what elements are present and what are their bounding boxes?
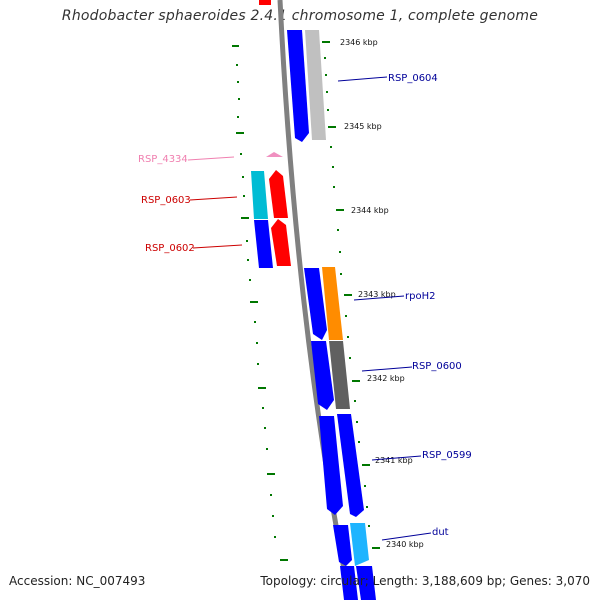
- gene-pink-rsp4334[interactable]: [266, 152, 283, 157]
- gene-red-rsp0602[interactable]: [271, 219, 291, 266]
- label-rsp0604[interactable]: RSP_0604: [388, 73, 438, 84]
- kbp-label-2342: 2342 kbp: [367, 374, 405, 383]
- gene-blue-rsp0599[interactable]: [337, 414, 364, 517]
- gene-blue-bottom-b[interactable]: [356, 566, 376, 600]
- map-title: Rhodobacter sphaeroides 2.4.1 chromosome…: [61, 8, 539, 24]
- kbp-label-2341: 2341 kbp: [375, 456, 413, 465]
- kbp-label-2343: 2343 kbp: [358, 290, 396, 299]
- gene-blue-bottom-a[interactable]: [340, 566, 358, 600]
- label-rsp0603[interactable]: RSP_0603: [141, 195, 191, 206]
- label-dut[interactable]: dut: [432, 527, 449, 538]
- kbp-label-2346: 2346 kbp: [340, 38, 378, 47]
- gene-cyan-rsp0603[interactable]: [251, 171, 268, 219]
- gene-blue-2341a[interactable]: [319, 416, 343, 515]
- kbp-label-2340: 2340 kbp: [386, 540, 424, 549]
- label-rpoh2[interactable]: rpoH2: [405, 291, 435, 302]
- label-rsp4334[interactable]: RSP_4334: [138, 154, 188, 165]
- label-leaders: [187, 76, 432, 541]
- accession-text: Accession: NC_007493: [9, 574, 146, 588]
- gene-blue-2340a[interactable]: [333, 525, 352, 566]
- genome-stats-text: Topology: circular; Length: 3,188,609 bp…: [260, 574, 590, 588]
- label-rsp0600[interactable]: RSP_0600: [412, 361, 462, 372]
- outer-ticks: [322, 41, 380, 549]
- kbp-label-2344: 2344 kbp: [351, 206, 389, 215]
- gene-blue-2343a[interactable]: [304, 268, 327, 340]
- gene-red-top[interactable]: [259, 0, 271, 5]
- inner-ticks: [232, 45, 288, 561]
- kbp-label-2345: 2345 kbp: [344, 122, 382, 131]
- chromosome-backbone: [277, 0, 353, 600]
- gene-blue-rsp0602[interactable]: [254, 220, 273, 268]
- gene-dkgrey-rsp0600[interactable]: [329, 341, 350, 409]
- gene-blue-2342[interactable]: [311, 341, 334, 410]
- gene-lightblue-dut[interactable]: [350, 523, 369, 566]
- gene-orange-rpoh2[interactable]: [322, 267, 343, 340]
- gene-blue-2346[interactable]: [287, 30, 309, 142]
- gene-grey-rsp0604[interactable]: [305, 30, 326, 140]
- label-rsp0602[interactable]: RSP_0602: [145, 243, 195, 254]
- label-rsp0599[interactable]: RSP_0599: [422, 450, 472, 461]
- gene-red-rsp0603[interactable]: [269, 170, 288, 218]
